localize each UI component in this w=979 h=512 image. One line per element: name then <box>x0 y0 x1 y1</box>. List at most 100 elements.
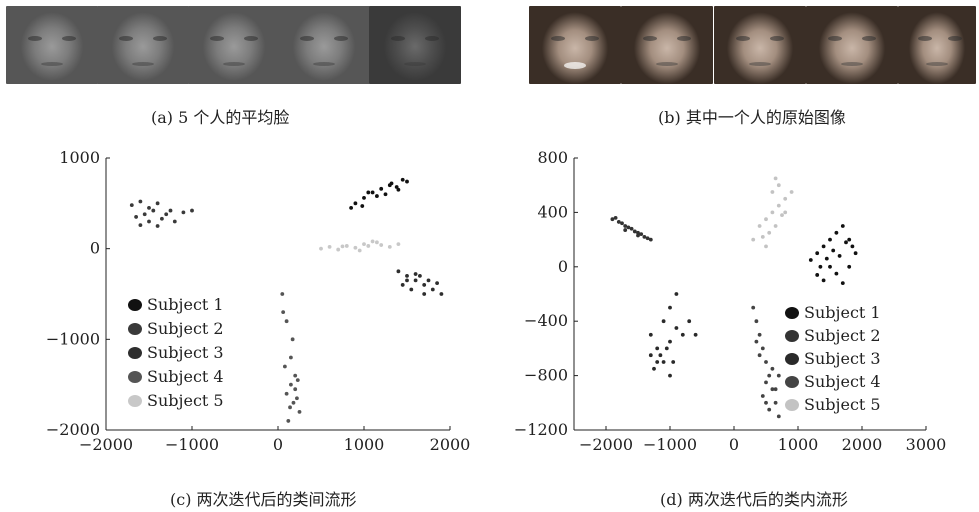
data-point <box>405 179 409 184</box>
data-point <box>396 187 401 192</box>
data-point <box>293 373 298 378</box>
data-point <box>776 373 781 378</box>
data-point <box>284 319 289 324</box>
data-point <box>160 216 164 221</box>
caption-d: (d) 两次迭代后的类内流形 <box>660 490 848 509</box>
data-point <box>776 183 781 188</box>
data-point <box>770 190 775 194</box>
data-point <box>648 237 653 242</box>
data-point <box>623 228 628 232</box>
legend-marker <box>128 371 142 383</box>
data-point <box>773 400 778 405</box>
data-point <box>396 269 401 274</box>
data-point <box>770 366 775 371</box>
legend-marker <box>128 395 142 407</box>
data-point <box>280 292 285 296</box>
data-point <box>783 210 788 215</box>
data-point <box>151 208 156 213</box>
data-point <box>138 199 143 204</box>
series-subject-2 <box>610 215 653 242</box>
original-face-image <box>621 6 713 84</box>
data-point <box>147 219 151 224</box>
legend-label: Subject 2 <box>804 326 881 345</box>
data-point <box>284 391 289 396</box>
data-point <box>155 201 160 206</box>
mean-face-image <box>97 6 189 84</box>
data-point <box>658 353 663 358</box>
data-point <box>289 382 293 387</box>
data-point <box>172 219 177 224</box>
data-point <box>773 224 778 228</box>
series-subject-1 <box>349 177 409 210</box>
original-face-image <box>529 6 621 84</box>
data-point <box>405 278 409 283</box>
data-point <box>828 237 832 242</box>
y-tick-label: −400 <box>524 311 568 330</box>
data-point <box>288 405 292 410</box>
data-point <box>295 378 300 383</box>
x-tick-label: 0 <box>273 435 283 454</box>
mean-face-image <box>278 6 370 84</box>
y-tick-label: 0 <box>558 257 568 276</box>
data-point <box>844 240 848 245</box>
y-tick-label: −1200 <box>514 420 568 439</box>
data-point <box>181 210 186 215</box>
data-point <box>764 217 768 222</box>
data-point <box>789 190 794 194</box>
data-point <box>674 292 679 296</box>
legend-label: Subject 2 <box>147 319 224 338</box>
data-point <box>138 223 143 227</box>
x-tick-label: −2000 <box>579 435 633 454</box>
data-point <box>767 407 772 412</box>
data-point <box>773 387 778 392</box>
data-point <box>426 278 431 283</box>
data-point <box>626 225 631 230</box>
data-point <box>362 242 366 247</box>
series-subject-4 <box>751 305 781 419</box>
x-tick-label: 0 <box>729 435 739 454</box>
data-point <box>754 339 759 344</box>
legend-label: Subject 5 <box>147 391 224 410</box>
x-tick-label: −1000 <box>643 435 697 454</box>
data-point <box>379 243 384 247</box>
data-point <box>847 237 852 242</box>
data-point <box>808 258 813 262</box>
legend-label: Subject 3 <box>147 343 224 362</box>
legend-label: Subject 4 <box>804 372 881 391</box>
data-point <box>336 247 341 252</box>
data-point <box>430 287 435 292</box>
y-tick-label: 0 <box>90 239 100 258</box>
data-point <box>648 353 653 358</box>
y-tick-label: 800 <box>537 148 568 167</box>
x-tick-label: 1000 <box>344 435 385 454</box>
data-point <box>190 208 194 213</box>
data-point <box>405 273 409 278</box>
data-point <box>821 244 826 249</box>
data-point <box>760 346 765 351</box>
legend-marker <box>128 323 142 335</box>
data-point <box>362 195 366 200</box>
data-point <box>837 254 842 258</box>
data-point <box>668 305 672 310</box>
data-point <box>396 242 401 247</box>
data-point <box>129 203 134 208</box>
data-point <box>674 326 679 330</box>
data-point <box>840 281 845 286</box>
y-tick-label: −800 <box>524 366 568 385</box>
data-point <box>757 332 762 337</box>
mean-face-image <box>6 6 98 84</box>
data-point <box>671 360 676 364</box>
data-point <box>751 237 756 242</box>
legend-label: Subject 1 <box>147 295 224 314</box>
data-point <box>400 177 405 182</box>
data-point <box>142 212 147 217</box>
y-tick-label: 1000 <box>59 148 100 167</box>
y-tick-label: 400 <box>537 202 568 221</box>
legend-marker <box>785 330 799 342</box>
caption-c: (c) 两次迭代后的类间流形 <box>170 490 357 509</box>
data-point <box>418 273 422 278</box>
data-point <box>389 181 394 186</box>
data-point <box>661 360 666 364</box>
original-face-image <box>898 6 976 84</box>
data-point <box>824 256 829 261</box>
